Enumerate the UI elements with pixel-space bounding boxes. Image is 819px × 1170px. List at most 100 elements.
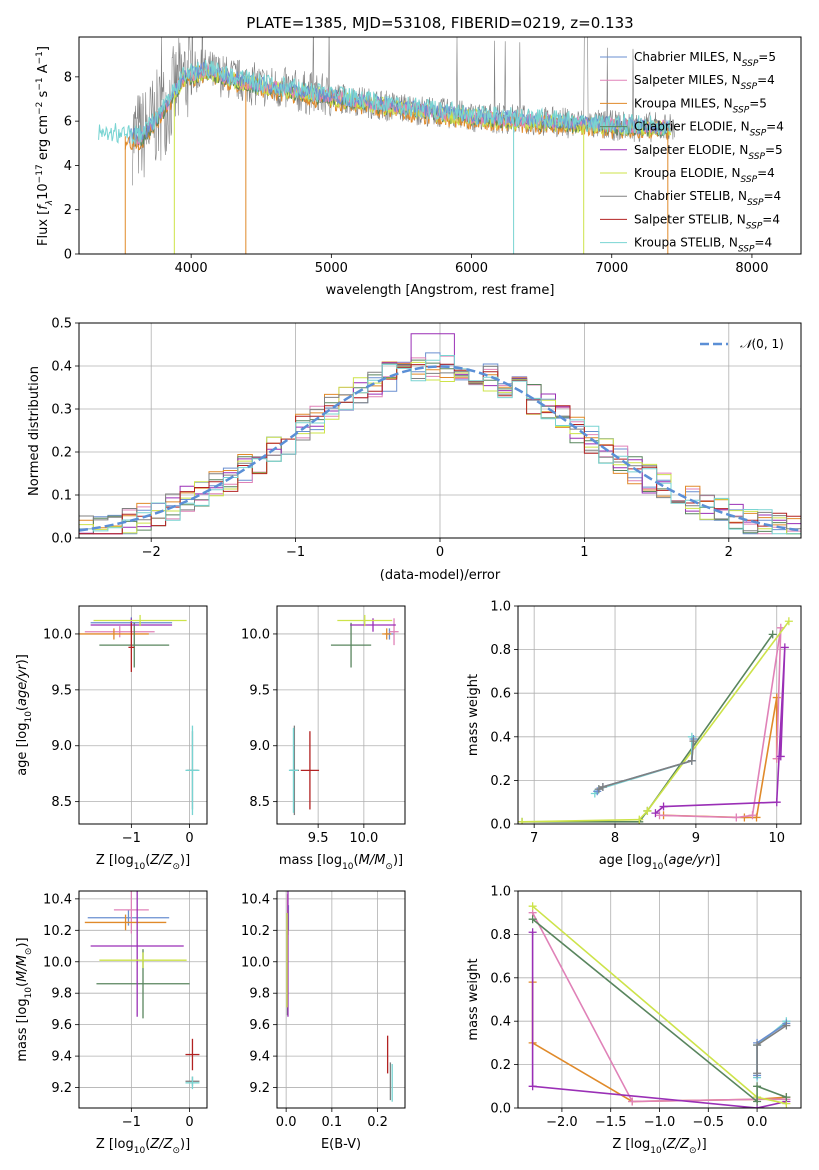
- y-tick-label: 0.2: [490, 1058, 511, 1073]
- x-axis-label: Z [log10(Z/Z⊙)]: [612, 1137, 706, 1156]
- y-tick-label: 9.4: [249, 1050, 270, 1065]
- gaussian-curve: [79, 365, 801, 532]
- x-axis-label: Z [log10(Z/Z⊙)]: [96, 1137, 190, 1156]
- age-weight-axes: [514, 605, 802, 828]
- z-mass-axes: [75, 890, 208, 1112]
- y-tick-label: 0.6: [490, 687, 511, 702]
- x-tick-label: 8000: [735, 261, 768, 276]
- y-tick-label: 9.2: [51, 1081, 72, 1096]
- y-tick-label: 0.4: [490, 730, 511, 745]
- x-tick-label: 10: [768, 831, 785, 846]
- chabrier_stelib-residual-histogram: [79, 363, 801, 535]
- y-tick-label: 0.0: [490, 818, 511, 833]
- weight-series-line: [598, 741, 695, 790]
- y-tick-label: 9.0: [51, 739, 72, 754]
- residuals-axes: [75, 322, 802, 542]
- weight-series-line: [663, 697, 778, 819]
- legend-label: Chabrier STELIB, NSSP=4: [634, 189, 781, 208]
- y-tick-label: 8: [64, 70, 72, 85]
- legend-label: Salpeter ELODIE, NSSP=5: [634, 143, 783, 162]
- z-age-axes: [75, 605, 208, 828]
- y-tick-label: 9.8: [51, 987, 72, 1002]
- y-tick-label: 0.0: [490, 1102, 511, 1117]
- axes-frame: [78, 36, 802, 255]
- z-age-plot: [79, 614, 200, 816]
- x-tick-label: −0.5: [693, 1115, 725, 1130]
- y-tick-label: 1.0: [490, 600, 511, 615]
- y-tick-label: 0.4: [490, 1015, 511, 1030]
- axes-frame: [78, 322, 802, 539]
- y-axis-label: age [log10(age/yr)]: [15, 654, 34, 776]
- y-tick-label: 8.5: [51, 795, 72, 810]
- weight-marker: [732, 813, 741, 822]
- legend-label: Chabrier ELODIE, NSSP=4: [634, 120, 784, 139]
- y-tick-label: 9.4: [51, 1050, 72, 1065]
- y-tick-label: 0.1: [51, 489, 72, 504]
- weight-marker: [689, 737, 698, 746]
- x-axis-label: (data-model)/error: [380, 568, 501, 583]
- x-axis-label: Z [log10(Z/Z⊙)]: [96, 853, 190, 872]
- weight-series-line: [756, 1020, 787, 1078]
- y-tick-label: 0: [64, 248, 72, 263]
- weight-marker: [598, 782, 607, 791]
- y-axis-label: Normed distribution: [27, 366, 42, 496]
- weight-marker: [780, 643, 789, 652]
- y-tick-label: 10.0: [241, 955, 270, 970]
- z-weight-axes: [514, 890, 802, 1112]
- weight-marker: [528, 915, 537, 924]
- y-tick-label: 6: [64, 115, 72, 130]
- x-tick-label: 0: [185, 831, 193, 846]
- y-tick-label: 10.4: [241, 892, 270, 907]
- x-axis-label: wavelength [Angstrom, rest frame]: [326, 283, 555, 298]
- weight-marker: [784, 617, 793, 626]
- x-tick-label: −2: [142, 545, 161, 560]
- y-tick-label: 9.0: [249, 739, 270, 754]
- weight-series-line: [756, 1022, 787, 1076]
- y-tick-label: 8.5: [249, 795, 270, 810]
- weight-marker: [753, 1082, 762, 1091]
- y-tick-label: 9.2: [249, 1081, 270, 1096]
- weight-marker: [655, 811, 664, 820]
- axes-frame: [78, 890, 208, 1109]
- x-tick-label: −1: [122, 831, 141, 846]
- axes-frame: [276, 890, 406, 1109]
- mass-age-axes: [273, 605, 406, 828]
- weight-series-line: [532, 918, 787, 1104]
- weight-marker: [628, 1097, 637, 1106]
- weight-marker: [528, 1082, 537, 1091]
- y-tick-label: 0.2: [490, 774, 511, 789]
- y-tick-label: 0.6: [490, 971, 511, 986]
- spectrum-plot: [98, 37, 675, 254]
- x-tick-label: 0: [436, 545, 444, 560]
- y-tick-label: 10.2: [241, 924, 270, 939]
- y-tick-label: 10.0: [43, 955, 72, 970]
- ebv-mass-plot: [286, 891, 393, 1102]
- weight-marker: [528, 902, 537, 911]
- weight-marker: [635, 815, 644, 824]
- x-axis-label: age [log10(age/yr)]: [599, 853, 721, 872]
- legend-label: Salpeter STELIB, NSSP=4: [634, 212, 780, 231]
- y-tick-label: 0.8: [490, 643, 511, 658]
- x-tick-label: −1: [286, 545, 305, 560]
- z-mass-plot: [84, 891, 200, 1090]
- y-tick-label: 9.5: [249, 683, 270, 698]
- weight-marker: [768, 630, 777, 639]
- x-tick-label: 7: [530, 831, 538, 846]
- y-tick-label: 0.2: [51, 446, 72, 461]
- y-axis-label: mass weight: [466, 958, 481, 1040]
- y-tick-label: 9.6: [51, 1018, 72, 1033]
- x-tick-label: 5000: [315, 261, 348, 276]
- y-tick-label: 0.0: [51, 532, 72, 547]
- y-tick-label: 10.0: [241, 627, 270, 642]
- x-tick-label: −1: [122, 1115, 141, 1130]
- x-tick-label: 2: [725, 545, 733, 560]
- legend-label: Kroupa MILES, NSSP=5: [634, 96, 767, 115]
- residuals-plot: [79, 333, 801, 535]
- weight-series-line: [521, 620, 790, 823]
- x-tick-label: 0: [185, 1115, 193, 1130]
- weight-marker: [748, 811, 757, 820]
- weight-marker: [753, 1069, 762, 1078]
- y-tick-label: 0.4: [51, 360, 72, 375]
- axes-frame: [276, 605, 406, 825]
- x-tick-label: 1: [580, 545, 588, 560]
